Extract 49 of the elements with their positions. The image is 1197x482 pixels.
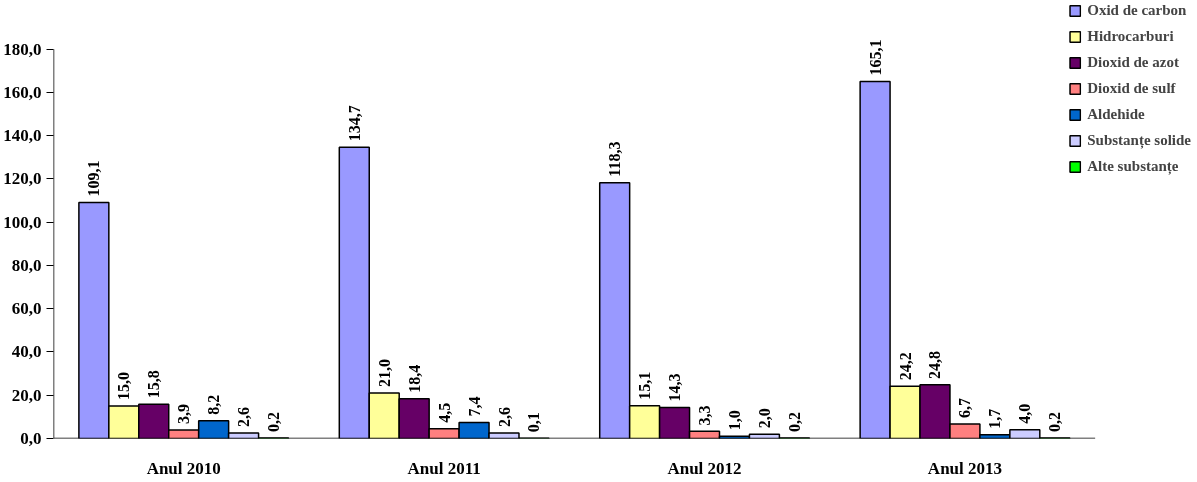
data-label: 3,3 [696,405,714,426]
data-label: 4,5 [435,402,453,423]
data-label: 0,2 [785,412,803,433]
data-label: 14,3 [666,373,684,402]
data-label: 15,0 [115,372,133,401]
legend-label: Hidrocarburi [1087,28,1174,45]
data-label: 1,0 [725,410,743,431]
data-label: 1,7 [986,408,1004,429]
x-tick-label: Anul 2012 [667,458,742,478]
x-tick-label: Anul 2011 [407,458,481,478]
data-label: 2,0 [755,408,773,429]
data-label: 0,2 [1046,412,1064,433]
legend-label: Dioxid de azot [1087,54,1179,71]
y-tick-label: 0,0 [20,429,42,448]
data-label: 118,3 [606,141,624,177]
x-tick-label: Anul 2013 [927,458,1003,478]
y-tick-label: 40,0 [11,342,42,362]
data-label: 4,0 [1016,403,1034,424]
legend-label: Dioxid de sulf [1087,80,1176,97]
data-label: 3,9 [175,404,193,425]
data-label: 24,8 [926,350,944,379]
legend-label: Substanțe solide [1087,132,1191,149]
data-label: 24,2 [896,352,914,381]
y-tick-label: 160,0 [3,82,42,102]
data-label: 15,8 [145,370,163,399]
data-label: 165,1 [866,39,884,76]
y-tick-label: 60,0 [11,299,42,319]
data-label: 0,2 [265,412,283,433]
legend-label: Aldehide [1087,106,1145,123]
data-label: 21,0 [375,359,393,388]
data-label: 7,4 [465,396,483,417]
legend-label: Oxid de carbon [1087,2,1187,19]
y-tick-label: 140,0 [3,126,42,146]
data-label: 134,7 [345,105,363,142]
legend-label: Alte substanțe [1087,158,1179,175]
y-tick-label: 100,0 [3,212,42,232]
y-tick-label: 80,0 [11,255,42,275]
y-tick-label: 20,0 [11,385,42,405]
data-label: 15,1 [636,371,654,400]
y-tick-label: 180,0 [3,39,42,59]
data-label: 109,1 [85,160,103,197]
data-label: 18,4 [405,364,423,393]
data-label: 6,7 [956,398,974,419]
y-tick-label: 120,0 [3,169,42,189]
data-label: 8,2 [205,394,223,415]
x-tick-label: Anul 2010 [146,458,221,478]
data-label: 2,6 [235,406,253,427]
data-label: 2,6 [495,406,513,427]
data-label: 0,1 [525,412,543,433]
